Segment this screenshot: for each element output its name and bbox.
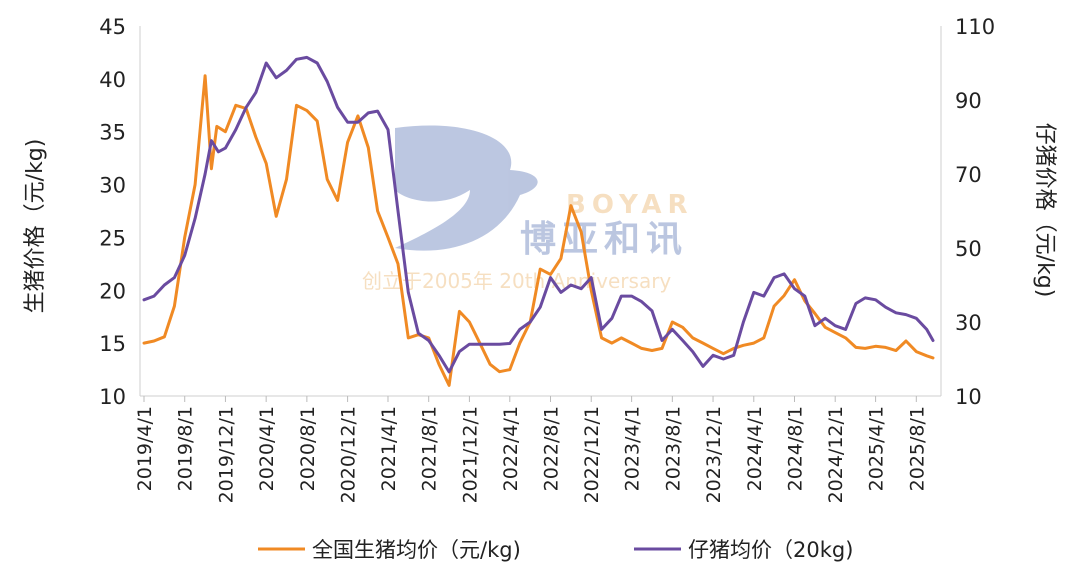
right-y-axis-title: 仔猪价格（元/kg) bbox=[1032, 123, 1057, 298]
series-line-piglet-price bbox=[142, 55, 935, 374]
x-axis-ticks: 2019/4/1 2019/8/1 2019/12/1 2020/4/1 2020/8/… bbox=[134, 396, 928, 503]
x-tick-label: 2020/12/1 bbox=[338, 406, 360, 503]
x-tick-label: 2024/4/1 bbox=[744, 406, 766, 491]
x-tick-label: 2022/8/1 bbox=[541, 406, 563, 491]
x-tick-label: 2024/12/1 bbox=[825, 406, 847, 503]
right-y-tick-label: 50 bbox=[955, 237, 982, 261]
watermark-slogan: 创立于2005年 20th Anniversary bbox=[362, 269, 671, 293]
left-y-tick-label: 30 bbox=[99, 174, 126, 198]
right-y-tick-label: 10 bbox=[955, 385, 982, 409]
legend-label-hog-price: 全国生猪均价（元/kg) bbox=[312, 538, 521, 562]
boyar-logo-icon bbox=[395, 125, 538, 251]
boyar-watermark: BOYAR 博亚和讯 创立于2005年 20th Anniversary bbox=[362, 125, 693, 293]
x-tick-label: 2023/8/1 bbox=[662, 406, 684, 491]
x-tick-label: 2022/12/1 bbox=[581, 406, 603, 503]
x-tick-label: 2021/12/1 bbox=[459, 406, 481, 503]
left-y-tick-label: 40 bbox=[99, 68, 126, 92]
x-tick-label: 2020/4/1 bbox=[256, 406, 278, 491]
series-layer bbox=[142, 55, 935, 387]
x-tick-label: 2025/4/1 bbox=[866, 406, 888, 491]
x-tick-label: 2021/4/1 bbox=[378, 406, 400, 491]
right-y-tick-label: 70 bbox=[955, 163, 982, 187]
x-tick-label: 2022/4/1 bbox=[500, 406, 522, 491]
left-y-tick-label: 25 bbox=[99, 226, 126, 250]
left-y-tick-label: 10 bbox=[99, 385, 126, 409]
watermark-brand-en: BOYAR bbox=[566, 190, 693, 220]
x-tick-label: 2025/8/1 bbox=[906, 406, 928, 491]
left-y-tick-label: 20 bbox=[99, 279, 126, 303]
left-y-axis-title: 生猪价格（元/kg) bbox=[23, 139, 48, 314]
x-tick-label: 2023/4/1 bbox=[622, 406, 644, 491]
x-tick-label: 2021/8/1 bbox=[419, 406, 441, 491]
left-y-tick-label: 35 bbox=[99, 121, 126, 145]
x-tick-label: 2019/12/1 bbox=[215, 406, 237, 503]
watermark-brand-cn: 博亚和讯 bbox=[520, 219, 688, 260]
right-y-axis-ticks: 10 30 50 70 90 110 bbox=[955, 15, 995, 409]
x-tick-label: 2020/8/1 bbox=[297, 406, 319, 491]
x-tick-label: 2019/8/1 bbox=[175, 406, 197, 491]
x-tick-label: 2023/12/1 bbox=[703, 406, 725, 503]
series-line-hog-price bbox=[142, 74, 935, 387]
right-y-tick-label: 90 bbox=[955, 89, 982, 113]
legend: 全国生猪均价（元/kg) 仔猪均价（20kg) bbox=[258, 538, 853, 562]
right-y-tick-label: 30 bbox=[955, 311, 982, 335]
left-y-tick-label: 45 bbox=[99, 15, 126, 39]
x-tick-label: 2019/4/1 bbox=[134, 406, 156, 491]
right-y-tick-label: 110 bbox=[955, 15, 995, 39]
left-y-tick-label: 15 bbox=[99, 332, 126, 356]
x-tick-label: 2024/8/1 bbox=[784, 406, 806, 491]
left-y-axis-ticks: 10 15 20 25 30 35 40 45 bbox=[99, 15, 126, 409]
legend-label-piglet-price: 仔猪均价（20kg) bbox=[688, 538, 853, 562]
